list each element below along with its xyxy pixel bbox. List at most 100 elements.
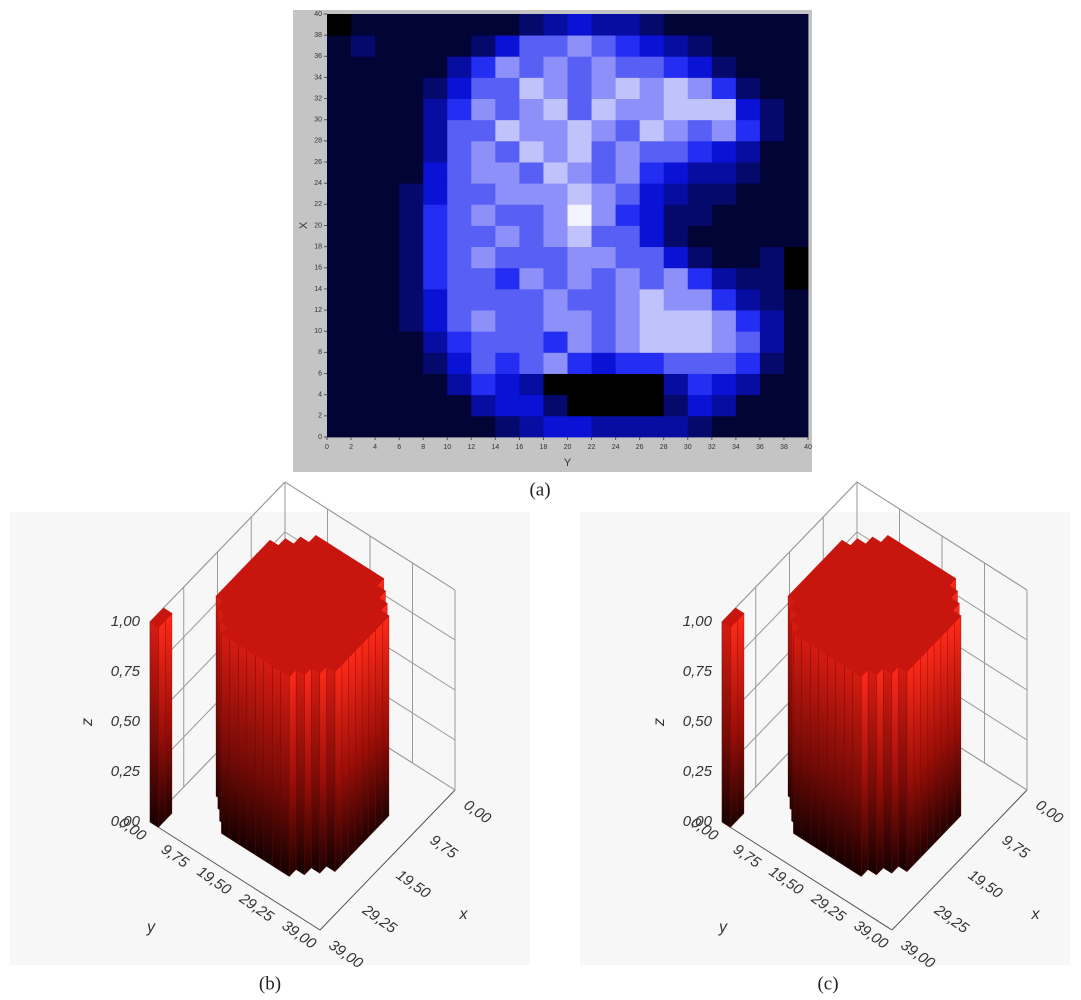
heatmap-cell [568, 162, 592, 184]
surface-side [883, 668, 892, 873]
y-tick-label: 2 [318, 413, 322, 420]
heatmap-cell [423, 141, 447, 163]
surface-side [892, 666, 899, 873]
heatmap-cell [423, 352, 447, 374]
heatmap-cell [351, 374, 375, 396]
heatmap-cell [375, 395, 399, 417]
heatmap-cell [327, 268, 351, 290]
heatmap-cell [664, 56, 688, 78]
heatmap-cell [519, 35, 543, 57]
heatmap-cell [351, 331, 375, 353]
heatmap-cell [712, 14, 736, 36]
z-axis-label: z [651, 718, 668, 727]
heatmap-cell [640, 310, 664, 332]
heatmap-cell [375, 310, 399, 332]
heatmap-cell [471, 331, 495, 353]
heatmap-cell [423, 120, 447, 142]
x-tick-label: 0 [325, 444, 329, 451]
y-tick-label: 0 [318, 434, 322, 441]
heatmap-cell [664, 374, 688, 396]
surface-side [941, 630, 948, 837]
heatmap-cell [592, 35, 616, 57]
heatmap-cell [495, 183, 519, 205]
heatmap-cell [351, 77, 375, 99]
heatmap-cell [616, 268, 640, 290]
heatmap-cell [592, 395, 616, 417]
surface-side [349, 651, 356, 858]
heatmap-cell [736, 310, 760, 332]
heatmap-cell [471, 204, 495, 226]
heatmap-cell [471, 14, 495, 36]
heatmap-cell [351, 204, 375, 226]
z-tick-label: 1,00 [111, 613, 141, 630]
heatmap-cell [495, 35, 519, 57]
heatmap-cell [471, 162, 495, 184]
heatmap-cell [519, 141, 543, 163]
heatmap-cell [616, 331, 640, 353]
heatmap-cell [495, 14, 519, 36]
z-tick-label: 1,00 [683, 613, 713, 630]
heatmap-cell [447, 120, 471, 142]
heatmap-cell [688, 247, 712, 269]
heatmap-cell [495, 56, 519, 78]
heatmap-cell [327, 204, 351, 226]
heatmap-cell [568, 183, 592, 205]
heatmap-cell [543, 331, 567, 353]
heatmap-cell [495, 141, 519, 163]
figure: 0246810121416182022242628303234363840024… [0, 0, 1081, 1000]
heatmap-cell [327, 247, 351, 269]
heatmap-cell [760, 352, 784, 374]
surface-side [355, 644, 362, 851]
heatmap-cell [568, 141, 592, 163]
heatmap-cell [399, 35, 423, 57]
heatmap-cell [399, 183, 423, 205]
z-axis-label: z [79, 718, 96, 727]
heatmap-cell [664, 331, 688, 353]
heatmap-cell [447, 204, 471, 226]
heatmap-cell [592, 183, 616, 205]
heatmap-cell [712, 77, 736, 99]
x-tick-label: 40 [804, 444, 812, 451]
heatmap-cell [688, 331, 712, 353]
heatmap-cell [640, 56, 664, 78]
heatmap-cell [736, 183, 760, 205]
heatmap-cell [736, 374, 760, 396]
heatmap-cell [664, 204, 688, 226]
y-tick-label: 8 [318, 349, 322, 356]
heatmap-cell [471, 226, 495, 248]
heatmap-cell [327, 162, 351, 184]
heatmap-cell [784, 331, 808, 353]
heatmap-cell [736, 77, 760, 99]
heatmap-cell [351, 120, 375, 142]
heatmap-cell [543, 120, 567, 142]
heatmap-cell [519, 14, 543, 36]
x-tick-label: 14 [491, 444, 499, 451]
heatmap-cell [688, 310, 712, 332]
heatmap-cell [616, 141, 640, 163]
heatmap-cell [736, 268, 760, 290]
heatmap-cell [784, 352, 808, 374]
heatmap-cell [712, 289, 736, 311]
heatmap-cell [784, 395, 808, 417]
heatmap-cell [592, 14, 616, 36]
heatmap-cell [784, 289, 808, 311]
heatmap-cell [351, 289, 375, 311]
heatmap-cell [399, 56, 423, 78]
heatmap-cell [568, 14, 592, 36]
surface-side [802, 639, 811, 844]
heatmap-cell [568, 352, 592, 374]
heatmap-cell [495, 310, 519, 332]
heatmap-cell [543, 416, 567, 438]
heatmap-cell [640, 162, 664, 184]
heatmap-cell [543, 268, 567, 290]
heatmap-cell [447, 268, 471, 290]
caption: (a) [529, 479, 550, 500]
heatmap-cell [640, 35, 664, 57]
heatmap-cell [736, 416, 760, 438]
heatmap-cell [543, 310, 567, 332]
heatmap-cell [592, 141, 616, 163]
x-tick-label: 30 [684, 444, 692, 451]
heatmap-cell [664, 352, 688, 374]
heatmap-cell [351, 226, 375, 248]
heatmap-cell [760, 56, 784, 78]
